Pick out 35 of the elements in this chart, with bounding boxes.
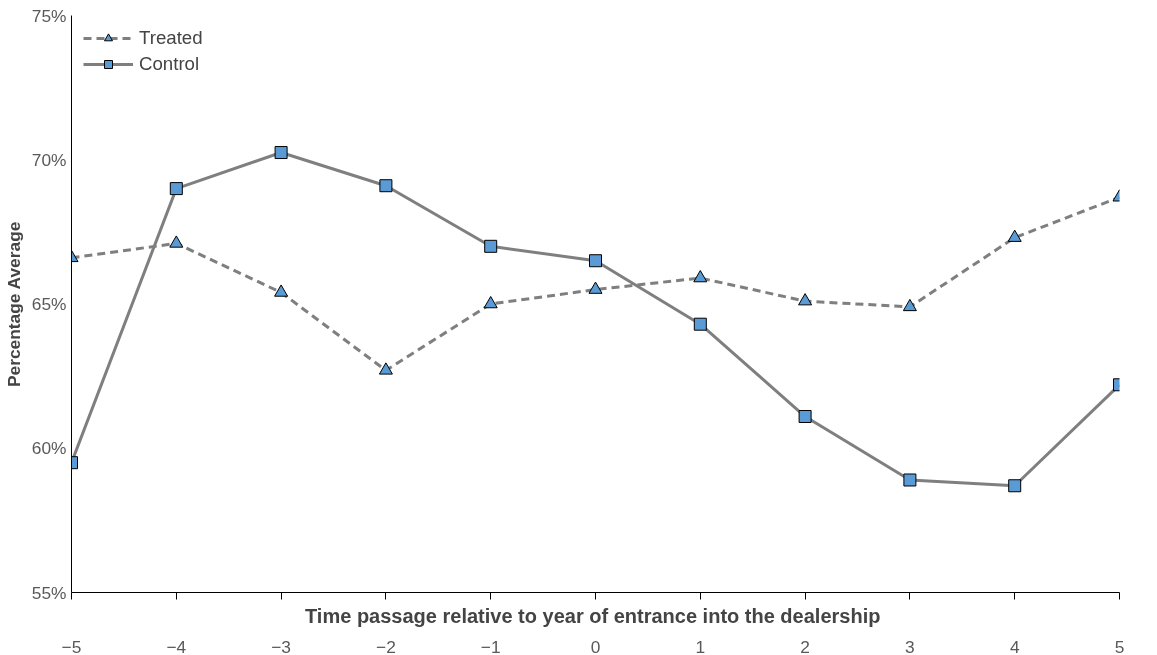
point (169, 235, 184, 248)
y-tick-label: 55% (31, 582, 67, 603)
x-tick-label: 0 (590, 636, 601, 655)
point (274, 284, 289, 297)
point (1008, 479, 1022, 493)
x-tick-label: 2 (800, 636, 810, 655)
y-tick-label: 70% (31, 149, 67, 170)
point (588, 281, 603, 294)
point (693, 317, 707, 331)
x-tick-label: −1 (480, 636, 501, 655)
y-axis-title: Percentage Average (3, 221, 24, 387)
point (798, 293, 813, 306)
y-tick-label: 60% (31, 438, 67, 459)
point (484, 239, 498, 253)
point (903, 473, 917, 487)
x-tick-label: −2 (376, 636, 396, 655)
y-tick-label: 65% (31, 294, 67, 314)
x-tick-label: 5 (1114, 636, 1125, 655)
x-axis-title: Time passage relative to year of entrance into the dealership (305, 604, 881, 627)
point (902, 298, 917, 312)
x-tick-label: 3 (905, 636, 915, 655)
point (1007, 229, 1022, 242)
x-tick-label: −5 (61, 636, 82, 655)
point (378, 362, 393, 375)
point (798, 410, 812, 424)
point (693, 270, 708, 283)
x-tick-label: −4 (166, 636, 187, 655)
y-tick-label: 75% (31, 5, 67, 26)
point (589, 254, 602, 268)
legend-label: Treated (139, 27, 203, 49)
x-tick-label: −3 (271, 636, 291, 655)
point (483, 295, 498, 309)
x-tick-label: 1 (695, 636, 706, 655)
x-tick-label: 4 (1009, 636, 1020, 655)
legend-label: Control (139, 53, 200, 75)
